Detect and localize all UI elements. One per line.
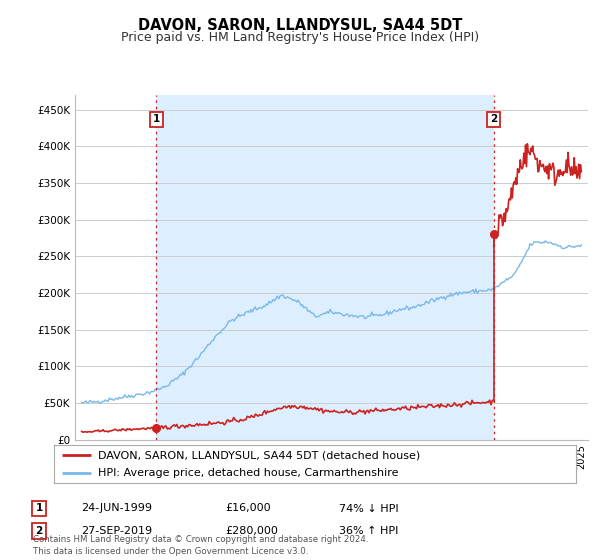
Text: 1: 1 [35,503,43,514]
Text: DAVON, SARON, LLANDYSUL, SA44 5DT (detached house): DAVON, SARON, LLANDYSUL, SA44 5DT (detac… [98,450,421,460]
Text: 36% ↑ HPI: 36% ↑ HPI [339,526,398,536]
Text: 1: 1 [153,114,160,124]
Text: 2: 2 [490,114,497,124]
Text: 2: 2 [35,526,43,536]
Text: Price paid vs. HM Land Registry's House Price Index (HPI): Price paid vs. HM Land Registry's House … [121,31,479,44]
Text: £16,000: £16,000 [225,503,271,514]
Text: HPI: Average price, detached house, Carmarthenshire: HPI: Average price, detached house, Carm… [98,468,399,478]
Text: DAVON, SARON, LLANDYSUL, SA44 5DT: DAVON, SARON, LLANDYSUL, SA44 5DT [138,18,462,33]
Text: £280,000: £280,000 [225,526,278,536]
Text: 27-SEP-2019: 27-SEP-2019 [81,526,152,536]
Text: 24-JUN-1999: 24-JUN-1999 [81,503,152,514]
Bar [157,95,494,440]
Text: 74% ↓ HPI: 74% ↓ HPI [339,503,398,514]
Text: Contains HM Land Registry data © Crown copyright and database right 2024.
This d: Contains HM Land Registry data © Crown c… [33,535,368,556]
